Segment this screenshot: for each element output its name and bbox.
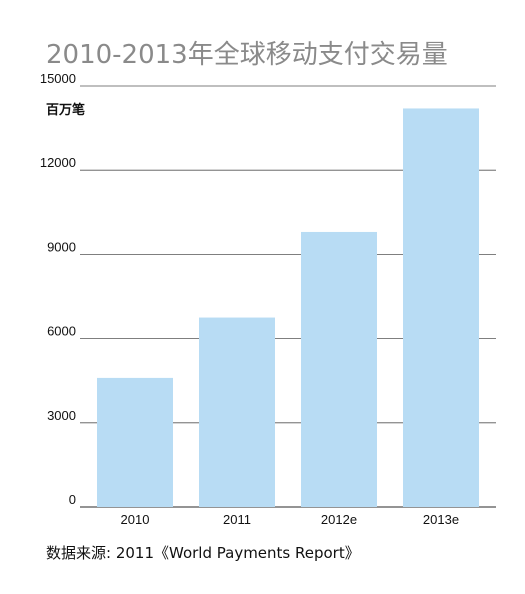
chart-title: 2010-2013年全球移动支付交易量 (46, 40, 448, 70)
y-tick-label: 15000 (40, 71, 76, 86)
y-tick-labels: 0 3000 6000 9000 12000 15000 (40, 71, 76, 507)
x-tick-label: 2012e (321, 512, 357, 527)
bars (97, 108, 479, 508)
y-tick-label: 9000 (47, 239, 76, 254)
bar-2010 (97, 377, 173, 507)
x-tick-label: 2013e (423, 512, 459, 527)
y-tick-label: 12000 (40, 155, 76, 170)
source-note: 数据来源: 2011《World Payments Report》 (46, 544, 360, 562)
x-tick-labels: 2010 2011 2012e 2013e (121, 512, 460, 527)
bar-2011 (199, 317, 275, 507)
y-axis-unit-label: 百万笔 (46, 102, 85, 118)
bar-2012e (301, 231, 377, 508)
x-tick-label: 2010 (121, 512, 150, 527)
bar-2013e (403, 108, 479, 507)
x-tick-label: 2011 (223, 512, 251, 527)
y-tick-label: 6000 (47, 324, 76, 339)
y-tick-label: 0 (69, 492, 76, 507)
y-tick-label: 3000 (47, 408, 76, 423)
